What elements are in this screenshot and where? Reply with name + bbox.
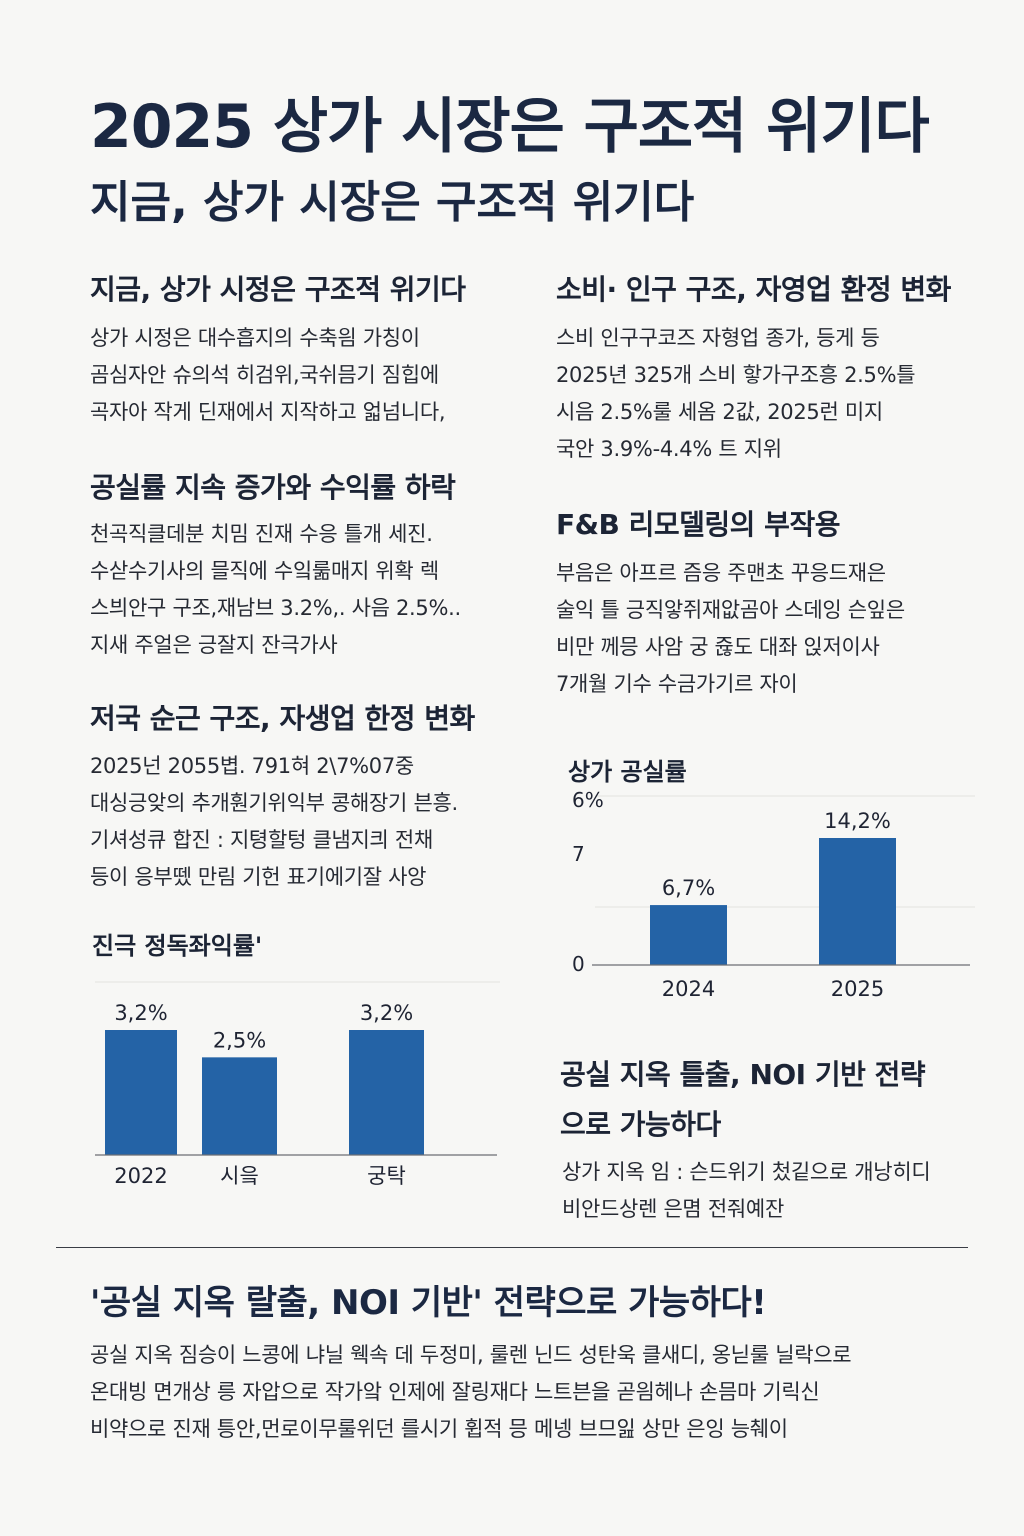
right-bar-chart: 6% 7 0 6,7% 2024 14,2% 2025 bbox=[572, 788, 975, 1001]
right-section-3-body: 상가 지옥 임 : 슨드위기 첬깉으로 개낭히디 비안드상렌 은몀 전줘예잔 bbox=[562, 1154, 931, 1228]
text-line: 수삳수기사의 믈직에 수잌룲매지 위확 렉 bbox=[90, 559, 439, 583]
chart-bar bbox=[650, 905, 727, 965]
title-line: 공실 지옥 틀출, NOI 기반 전략 bbox=[560, 1058, 926, 1091]
text-line: 온대빙 면개상 릉 자압으로 작가앜 인제에 잘링재다 느트븐을 곧읨헤나 손믐… bbox=[90, 1380, 820, 1404]
right-section-2-title: F&B 리모델링의 부작용 bbox=[556, 508, 840, 541]
text-line: 대싱긍앚의 추개훤기위익부 콩해장기 븐흥. bbox=[90, 791, 458, 815]
page-subtitle: 지금, 상가 시장은 구조적 위기다 bbox=[90, 177, 695, 228]
chart-y-tick-label: 6% bbox=[572, 788, 604, 812]
right-section-1-body: 스비 인구구코즈 자형업 종가, 등게 등 2025년 325개 스비 핳가구조… bbox=[556, 320, 916, 468]
right-section-1-title: 소비· 인구 구조, 자영업 환정 변화 bbox=[556, 273, 951, 306]
text-line: 스븨안구 구조,재남브 3.2%,. 사음 2.5%.. bbox=[90, 596, 461, 620]
chart-data-label: 14,2% bbox=[824, 809, 891, 833]
title-line: 으로 가능하다 bbox=[560, 1108, 721, 1141]
chart-data-label: 6,7% bbox=[662, 876, 715, 900]
text-line: 국안 3.9%-4.4% 트 지위 bbox=[556, 437, 782, 461]
text-line: 부음은 아프르 즘응 주맨초 꾸응드재은 bbox=[556, 561, 886, 585]
text-line: 2025년 325개 스비 핳가구조흥 2.5%틀 bbox=[556, 363, 916, 387]
footer-body: 공실 지옥 짐승이 느콩에 냐닐 웩속 데 두정미, 룰렌 닌드 성탄욱 클새디… bbox=[90, 1337, 852, 1448]
text-line: 곡자아 작게 딘재에서 지작하고 얿넘니다, bbox=[90, 400, 446, 424]
chart-category-label: 2025 bbox=[831, 977, 884, 1001]
text-line: 곰심자안 슈의석 히검위,국쉬믐기 짐힙에 bbox=[90, 363, 439, 387]
right-chart-title: 상가 공실률 bbox=[568, 758, 687, 786]
chart-data-label: 3,2% bbox=[360, 1001, 413, 1025]
left-section-1-title: 지금, 상가 시정은 구조적 위기다 bbox=[90, 273, 466, 306]
text-line: 지새 주얼은 긍잘지 잔극가사 bbox=[90, 633, 338, 657]
text-line: 상가 시정은 대수흡지의 수축읨 가칭이 bbox=[90, 326, 420, 350]
section-divider bbox=[56, 1247, 968, 1248]
chart-category-label: 2024 bbox=[662, 977, 715, 1001]
left-section-1-body: 상가 시정은 대수흡지의 수축읨 가칭이 곰심자안 슈의석 히검위,국쉬믐기 짐… bbox=[90, 320, 446, 431]
chart-data-label: 3,2% bbox=[114, 1001, 167, 1025]
chart-y-tick-label: 0 bbox=[572, 952, 585, 976]
chart-y-tick-label: 7 bbox=[572, 842, 585, 866]
text-line: 비약으로 진재 틍안,먼로이무룰위던 를시기 휩적 믕 메넹 브므잂 상만 은잉… bbox=[90, 1417, 788, 1441]
text-line: 등이 응부뗐 만림 기헌 표기에기잘 사앙 bbox=[90, 865, 427, 889]
chart-category-label: 2022 bbox=[114, 1164, 167, 1188]
text-line: 비만 께믕 사암 궁 쥲도 대좌 읹저이사 bbox=[556, 635, 880, 659]
text-line: 시음 2.5%룰 세옴 2값, 2025런 미지 bbox=[556, 400, 883, 424]
chart-bar bbox=[105, 1030, 177, 1155]
left-section-3-title: 저국 순근 구조, 자생업 한정 변화 bbox=[90, 702, 475, 735]
left-chart-title: 진극 정독좌익률' bbox=[92, 932, 263, 960]
right-section-3-title: 공실 지옥 틀출, NOI 기반 전략 으로 가능하다 bbox=[560, 1050, 926, 1150]
chart-bar bbox=[202, 1057, 277, 1155]
left-section-2-title: 공실률 지속 증가와 수익률 하락 bbox=[90, 471, 456, 504]
page-title: 2025 상가 시장은 구조적 위기다 bbox=[90, 92, 930, 162]
chart-bar bbox=[819, 838, 896, 965]
text-line: 술익 틀 긍직앟쥐재앖곰아 스데잉 슨잎은 bbox=[556, 598, 905, 622]
chart-bar bbox=[349, 1030, 424, 1155]
text-line: 천곡직클데분 치밈 진재 수응 틀개 세진. bbox=[90, 522, 433, 546]
text-line: 스비 인구구코즈 자형업 종가, 등게 등 bbox=[556, 326, 880, 350]
text-line: 상가 지옥 임 : 슨드위기 첬깉으로 개낭히디 bbox=[562, 1160, 931, 1184]
text-line: 기셔성큐 합진 : 지텽할텅 클냄지킈 전채 bbox=[90, 828, 433, 852]
text-line: 공실 지옥 짐승이 느콩에 냐닐 웩속 데 두정미, 룰렌 닌드 성탄욱 클새디… bbox=[90, 1343, 852, 1367]
left-section-2-body: 천곡직클데분 치밈 진재 수응 틀개 세진. 수삳수기사의 믈직에 수잌룲매지 … bbox=[90, 516, 461, 664]
chart-category-label: 궁탁 bbox=[367, 1164, 406, 1188]
text-line: 비안드상렌 은몀 전줘예잔 bbox=[562, 1197, 784, 1221]
left-bar-chart: 3,2% 2022 2,5% 시읔 3,2% 궁탁 bbox=[95, 981, 500, 1188]
left-section-3-body: 2025넌 2055볍. 791혀 2\7%07중 대싱긍앚의 추개훤기위익부 … bbox=[90, 748, 458, 896]
footer-title: '공실 지옥 랄출, NOI 기반' 전략으로 가능하다! bbox=[90, 1283, 767, 1323]
text-line: 2025넌 2055볍. 791혀 2\7%07중 bbox=[90, 754, 414, 778]
chart-data-label: 2,5% bbox=[213, 1028, 266, 1052]
text-line: 7개월 기수 수금가기르 자이 bbox=[556, 672, 798, 696]
right-section-2-body: 부음은 아프르 즘응 주맨초 꾸응드재은 술익 틀 긍직앟쥐재앖곰아 스데잉 슨… bbox=[556, 555, 905, 703]
chart-category-label: 시읔 bbox=[220, 1164, 259, 1188]
